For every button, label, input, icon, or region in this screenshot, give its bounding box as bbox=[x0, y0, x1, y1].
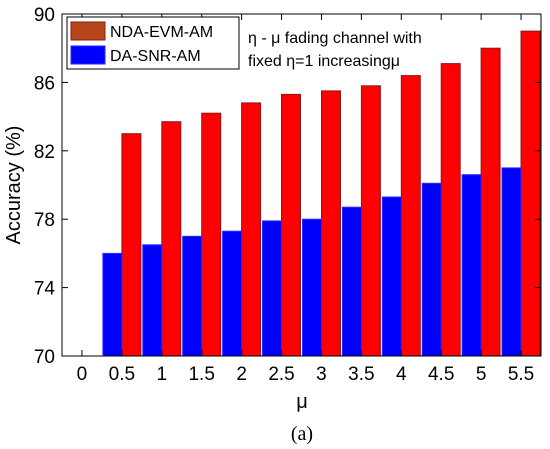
bar-da-snr-am-3.5 bbox=[341, 206, 362, 357]
x-tick-label: 5.5 bbox=[508, 364, 534, 385]
x-tick-label: 1 bbox=[157, 364, 168, 385]
x-ticks: 0 0.5 1 1.5 2 2.5 3 3.5 4 4.5 5 5.5 bbox=[77, 14, 534, 385]
bar-da-snr-am-5 bbox=[461, 174, 482, 357]
y-tick-label: 74 bbox=[34, 279, 56, 300]
x-tick-label: 3 bbox=[316, 364, 327, 385]
y-axis-title: Accuracy (%) bbox=[3, 126, 25, 245]
bar-nda-evm-am-1.5 bbox=[201, 112, 222, 357]
plot-frame bbox=[61, 13, 542, 357]
legend-label-nda-evm-am: NDA-EVM-AM bbox=[110, 24, 213, 41]
figure-caption: (a) bbox=[291, 423, 313, 445]
bar-da-snr-am-2.5 bbox=[262, 220, 282, 357]
x-tick-label: 4 bbox=[396, 364, 407, 385]
plot-area bbox=[62, 14, 541, 356]
x-tick-label: 3.5 bbox=[348, 364, 374, 385]
legend-label-da-snr-am: DA-SNR-AM bbox=[110, 48, 201, 65]
bar-da-snr-am-2 bbox=[222, 230, 243, 357]
x-tick-label: 2 bbox=[236, 364, 247, 385]
bar-da-snr-am-1 bbox=[142, 244, 163, 357]
bar-nda-evm-am-0.5 bbox=[121, 133, 142, 357]
bars-layer bbox=[102, 30, 541, 357]
annotation-line-2: fixed η=1 increasingμ bbox=[248, 53, 400, 70]
x-tick-label: 1.5 bbox=[188, 364, 214, 385]
bar-nda-evm-am-1 bbox=[161, 121, 182, 357]
bar-da-snr-am-4.5 bbox=[421, 182, 442, 357]
x-tick-label: 0 bbox=[77, 364, 88, 385]
x-tick-label: 0.5 bbox=[109, 364, 135, 385]
bar-nda-evm-am-2.5 bbox=[281, 93, 301, 357]
y-tick-label: 70 bbox=[34, 347, 55, 368]
x-axis-title: μ bbox=[296, 391, 308, 413]
y-tick-label: 86 bbox=[34, 73, 55, 94]
y-tick-label: 82 bbox=[34, 142, 55, 163]
bar-da-snr-am-3 bbox=[302, 218, 322, 357]
y-tick-label: 78 bbox=[34, 210, 55, 231]
legend-swatch-nda-evm-am bbox=[70, 21, 106, 41]
bar-da-snr-am-0.5 bbox=[102, 252, 123, 357]
x-tick-label: 2.5 bbox=[268, 364, 294, 385]
bar-nda-evm-am-2 bbox=[241, 102, 262, 357]
legend-swatch-da-snr-am bbox=[70, 45, 106, 65]
y-tick-label: 90 bbox=[34, 5, 55, 26]
bar-da-snr-am-1.5 bbox=[182, 235, 203, 357]
legend: NDA-EVM-AM DA-SNR-AM bbox=[66, 16, 240, 70]
x-tick-label: 5 bbox=[476, 364, 487, 385]
bar-nda-evm-am-5.5 bbox=[520, 30, 541, 357]
bar-da-snr-am-5.5 bbox=[501, 167, 522, 357]
bar-nda-evm-am-3.5 bbox=[360, 85, 381, 357]
annotation-line-1: η - μ fading channel with bbox=[248, 30, 422, 47]
bar-nda-evm-am-4.5 bbox=[440, 63, 461, 357]
bar-nda-evm-am-4 bbox=[400, 75, 421, 357]
bar-da-snr-am-4 bbox=[381, 196, 402, 357]
bar-nda-evm-am-5 bbox=[480, 47, 501, 357]
x-tick-label: 4.5 bbox=[428, 364, 454, 385]
bar-nda-evm-am-3 bbox=[321, 90, 341, 357]
y-ticks: 70 74 78 82 86 90 bbox=[34, 5, 541, 368]
